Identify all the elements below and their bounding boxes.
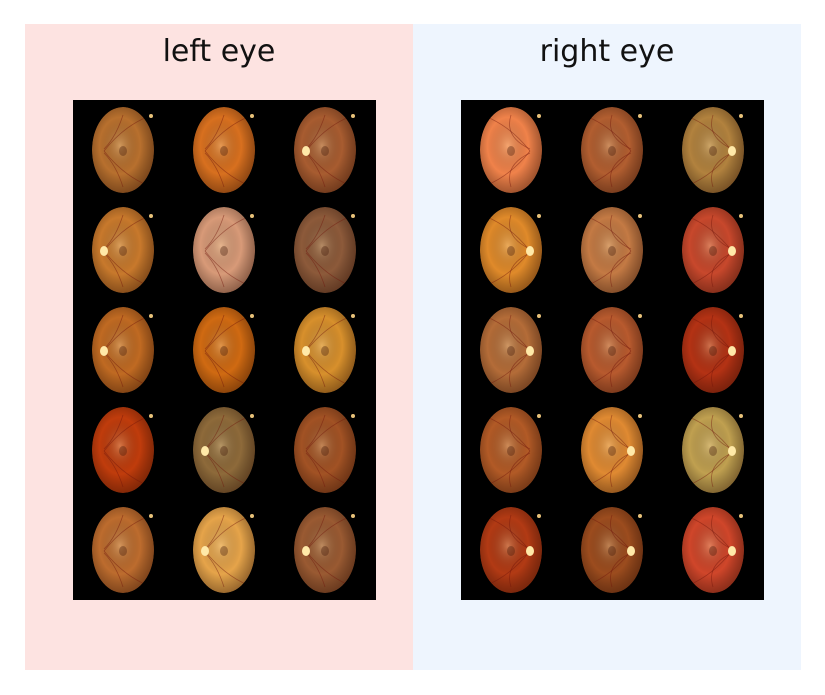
fundus-image-cell	[275, 200, 376, 300]
fundus-notch-marker	[739, 214, 743, 218]
retina-fundus-image	[193, 307, 255, 393]
fundus-image-cell	[663, 400, 764, 500]
retina-fundus-image	[294, 107, 356, 193]
retina-fundus-image	[294, 307, 356, 393]
fundus-image-cell	[275, 100, 376, 200]
retina-fundus-image	[480, 307, 542, 393]
retina-fundus-image	[193, 407, 255, 493]
fundus-notch-marker	[638, 214, 642, 218]
fundus-notch-marker	[149, 314, 153, 318]
fundus-notch-marker	[250, 314, 254, 318]
retina-fundus-image	[581, 107, 643, 193]
fundus-image-cell	[174, 400, 275, 500]
retina-fundus-image	[480, 207, 542, 293]
retina-fundus-image	[581, 407, 643, 493]
right-eye-title: right eye	[539, 34, 675, 69]
retina-fundus-image	[682, 307, 744, 393]
fundus-image-cell	[663, 200, 764, 300]
fundus-image-cell	[275, 300, 376, 400]
fundus-notch-marker	[351, 214, 355, 218]
fundus-image-cell	[461, 200, 562, 300]
fundus-notch-marker	[149, 214, 153, 218]
retina-fundus-image	[682, 407, 744, 493]
fundus-image-cell	[174, 300, 275, 400]
fundus-image-cell	[562, 300, 663, 400]
fundus-image-cell	[663, 500, 764, 600]
retina-fundus-image	[581, 507, 643, 593]
retina-fundus-image	[294, 407, 356, 493]
fundus-notch-marker	[739, 414, 743, 418]
retina-fundus-image	[193, 107, 255, 193]
retina-fundus-image	[581, 307, 643, 393]
fundus-image-cell	[562, 500, 663, 600]
retina-fundus-image	[193, 207, 255, 293]
fundus-notch-marker	[250, 114, 254, 118]
retina-fundus-image	[480, 107, 542, 193]
fundus-notch-marker	[537, 314, 541, 318]
fundus-image-cell	[562, 100, 663, 200]
fundus-notch-marker	[351, 414, 355, 418]
fundus-notch-marker	[351, 514, 355, 518]
fundus-image-cell	[461, 500, 562, 600]
fundus-notch-marker	[537, 114, 541, 118]
fundus-notch-marker	[351, 114, 355, 118]
left-eye-panel: left eye	[25, 24, 413, 670]
retina-fundus-image	[480, 407, 542, 493]
fundus-notch-marker	[638, 414, 642, 418]
fundus-notch-marker	[351, 314, 355, 318]
retina-fundus-image	[92, 407, 154, 493]
fundus-notch-marker	[638, 514, 642, 518]
fundus-notch-marker	[739, 314, 743, 318]
fundus-image-cell	[461, 400, 562, 500]
fundus-image-cell	[174, 200, 275, 300]
fundus-image-cell	[73, 200, 174, 300]
fundus-notch-marker	[739, 114, 743, 118]
fundus-notch-marker	[250, 514, 254, 518]
left-eye-title: left eye	[162, 34, 276, 69]
fundus-notch-marker	[537, 214, 541, 218]
fundus-image-cell	[73, 400, 174, 500]
fundus-notch-marker	[250, 414, 254, 418]
fundus-notch-marker	[638, 114, 642, 118]
fundus-image-cell	[663, 100, 764, 200]
retina-fundus-image	[682, 507, 744, 593]
fundus-notch-marker	[638, 314, 642, 318]
fundus-image-cell	[562, 400, 663, 500]
retina-fundus-image	[92, 107, 154, 193]
fundus-notch-marker	[149, 114, 153, 118]
fundus-image-cell	[275, 400, 376, 500]
retina-fundus-image	[581, 207, 643, 293]
fundus-image-cell	[174, 100, 275, 200]
retina-fundus-image	[193, 507, 255, 593]
fundus-notch-marker	[149, 414, 153, 418]
right-eye-image-grid	[461, 100, 764, 600]
fundus-notch-marker	[250, 214, 254, 218]
retina-fundus-image	[294, 507, 356, 593]
fundus-image-cell	[461, 300, 562, 400]
fundus-image-cell	[562, 200, 663, 300]
fundus-image-cell	[174, 500, 275, 600]
right-eye-panel: right eye	[413, 24, 801, 670]
fundus-notch-marker	[537, 514, 541, 518]
retina-fundus-image	[682, 107, 744, 193]
fundus-image-cell	[663, 300, 764, 400]
retina-fundus-image	[294, 207, 356, 293]
fundus-notch-marker	[739, 514, 743, 518]
retina-fundus-image	[92, 507, 154, 593]
fundus-notch-marker	[537, 414, 541, 418]
fundus-notch-marker	[149, 514, 153, 518]
retina-fundus-image	[92, 207, 154, 293]
fundus-image-cell	[461, 100, 562, 200]
fundus-image-cell	[73, 300, 174, 400]
fundus-image-cell	[73, 100, 174, 200]
left-eye-image-grid	[73, 100, 376, 600]
retina-fundus-image	[682, 207, 744, 293]
fundus-image-cell	[73, 500, 174, 600]
retina-fundus-image	[92, 307, 154, 393]
retina-fundus-image	[480, 507, 542, 593]
fundus-image-cell	[275, 500, 376, 600]
